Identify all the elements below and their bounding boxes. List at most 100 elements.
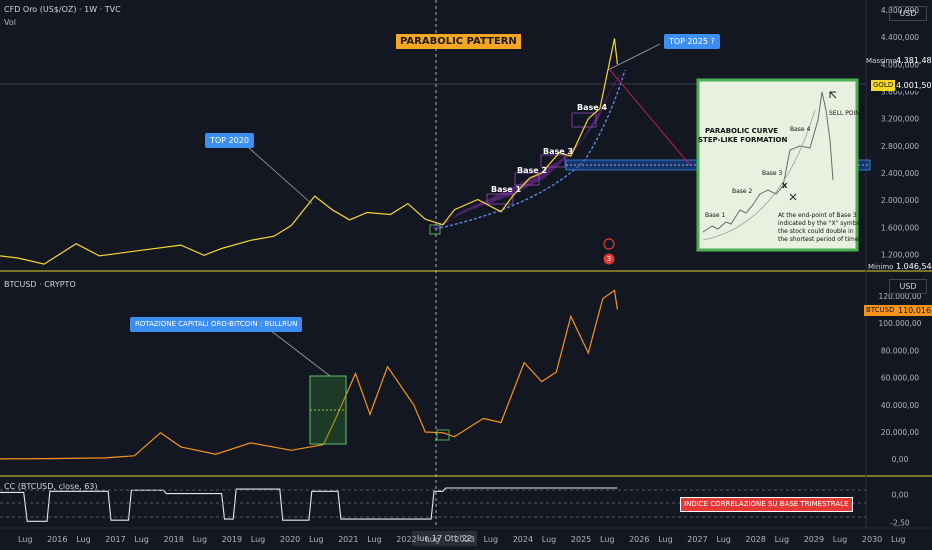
btc-low-box [436, 429, 450, 441]
rotation-callout-line [269, 329, 331, 377]
time-tick-label: 2027 [687, 535, 708, 544]
inset-base4: Base 4 [790, 126, 811, 133]
price-tick-label: 20.000,00 [881, 428, 919, 437]
btc-tag: BTCUSD [864, 305, 897, 316]
base3-box [540, 154, 566, 168]
price-tick-label: 3.600,000 [881, 88, 919, 97]
massimo-value: 4.381,484 [896, 56, 932, 65]
inset-frame [696, 78, 859, 252]
price-tick-label: -2,50 [890, 518, 910, 527]
inset-base1: Base 1 [705, 212, 726, 219]
price-tick-label: 4.000,000 [881, 60, 919, 69]
inset-diagram [696, 78, 859, 252]
price-tick-label: 4.400,000 [881, 33, 919, 42]
crosshair-date-label: lun 17 Ott '22 [412, 531, 478, 546]
inset-note-4: the shortest period of time [778, 236, 859, 243]
time-tick-label: Lug [600, 535, 615, 544]
time-tick-label: 2021 [338, 535, 359, 544]
price-tick-label: 2.400,000 [881, 169, 919, 178]
time-tick-label: 2024 [512, 535, 534, 544]
correlation-line [0, 487, 618, 522]
time-tick-label: Lug [250, 535, 266, 544]
price-tick-label: 0,00 [892, 455, 909, 464]
sell-arrow-icon [829, 91, 837, 99]
base2-label: Base 2 [517, 166, 548, 175]
corr-pane-title[interactable]: CC (BTCUSD, close, 63) [4, 482, 98, 491]
time-tick-label: Lug [891, 535, 906, 544]
time-tick-label: Lug [541, 535, 557, 544]
projection-line [609, 69, 691, 166]
btc-price-line [0, 289, 618, 460]
time-tick-label: Lug [18, 535, 33, 544]
time-tick-label: Lug [832, 535, 848, 544]
inset-note-3: the stock could double in [778, 228, 854, 235]
top2020-label[interactable]: TOP 2020 [205, 133, 254, 148]
event-badge-icon[interactable] [603, 253, 615, 265]
price-tick-label: 80.000,00 [881, 346, 919, 355]
time-tick-label: Lug [192, 535, 208, 544]
correlation-price-axis[interactable]: 0,00 -2,50 [890, 491, 910, 528]
inset-note-2: indicated by the "X" symbol [778, 220, 862, 227]
event-badge-count: 3 [606, 255, 612, 263]
currency-button[interactable]: USD [889, 6, 927, 21]
price-tick-label: 3.200,000 [881, 115, 919, 124]
time-tick-label: 2025 [570, 535, 592, 544]
time-tick-label: Lug [425, 535, 440, 544]
gold-price-axis[interactable]: 4.800,000 4.400,000 4.000,000 3.600,000 3.20… [881, 6, 919, 260]
inset-note-1: At the end-point of Base 3 [778, 212, 857, 219]
btc-pane-title[interactable]: BTCUSD · CRYPTO [4, 280, 76, 289]
time-tick-label: 2028 [745, 535, 766, 544]
time-tick-label: Lug [716, 535, 731, 544]
gold-price-line [0, 38, 618, 265]
inset-support-curve [702, 109, 816, 241]
time-tick-label: 2017 [105, 535, 126, 544]
price-tick-label: 2.800,000 [881, 142, 919, 151]
time-tick-label: Lug [658, 535, 673, 544]
rotation-label[interactable]: ROTAZIONE CAPITALI ORO-BITCOIN : BULLRUN [130, 317, 303, 332]
btc-currency-button[interactable]: USD [889, 279, 927, 294]
price-tick-label: 1.600,000 [881, 223, 919, 232]
minimo-value: 1.046,540 [896, 262, 932, 271]
price-tick-label: 60.000,00 [881, 374, 919, 383]
time-tick-label: 2019 [221, 535, 243, 544]
time-tick-label: 2022 [396, 535, 417, 544]
inset-price-curve [702, 91, 834, 233]
gold-low-box [429, 224, 441, 235]
inset-base2: Base 2 [732, 188, 753, 195]
inset-sell-point: SELL POINT [829, 110, 864, 117]
base1-label: Base 1 [491, 185, 522, 194]
price-tick-label: 120.000,00 [879, 292, 922, 301]
x-arrow-icon [789, 193, 797, 201]
parabolic-title-label[interactable]: PARABOLIC PATTERN [396, 34, 521, 49]
top2025-callout-line [607, 43, 661, 71]
massimo-label: Massimo [866, 57, 897, 65]
time-tick-label: Lug [367, 535, 382, 544]
symbol-title[interactable]: CFD Oro (US$/OZ) · 1W · TVC [4, 5, 121, 14]
time-tick-label: 2016 [47, 535, 68, 544]
time-tick-label: 2026 [629, 535, 650, 544]
base2-box [514, 172, 540, 186]
lightning-badge-icon[interactable] [603, 238, 615, 250]
btc-price-axis[interactable]: 120.000,00 100.000,00 80.000,00 60.000,00 40… [879, 292, 922, 464]
time-tick-label: 2018 [163, 535, 184, 544]
base3-label: Base 3 [543, 147, 574, 156]
parabolic-channel [432, 70, 625, 230]
time-tick-label: Lug [134, 535, 149, 544]
gold-tag: GOLD [871, 80, 896, 91]
time-tick-label: 2023 [454, 535, 475, 544]
btc-value: 110.016,46 [896, 305, 932, 316]
time-tick-label: 2029 [803, 535, 825, 544]
time-tick-label: Lug [76, 535, 91, 544]
price-tick-label: 100.000,00 [879, 319, 922, 328]
top2025-label[interactable]: TOP 2025 ? [664, 34, 720, 49]
correlation-label[interactable]: INDICE CORRELAZIONE SU BASE TRIMESTRALE [680, 497, 853, 512]
base1-box [486, 193, 514, 205]
time-tick-label: 2020 [279, 535, 301, 544]
minimo-label: Minimo [868, 263, 894, 271]
price-tick-label: 2.000,000 [881, 196, 919, 205]
time-tick-label: 2030 [861, 535, 883, 544]
base4-label: Base 4 [577, 103, 608, 112]
price-tick-label: 4.800,000 [881, 6, 919, 15]
price-tick-label: 0,00 [892, 491, 909, 500]
